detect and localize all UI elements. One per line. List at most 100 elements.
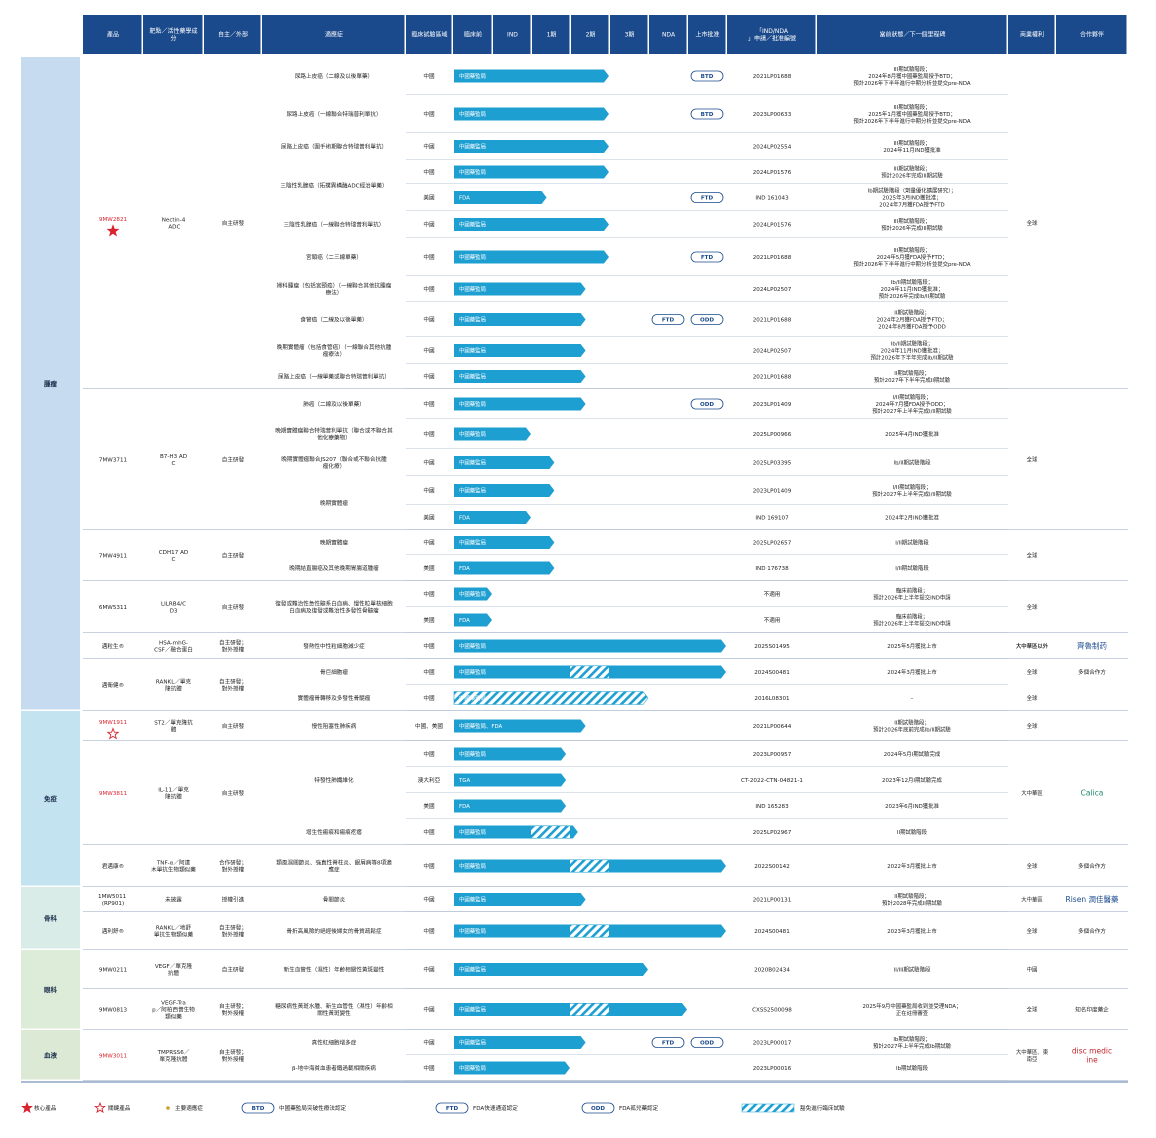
bar-authority-label: 中國藥監局 <box>459 316 486 324</box>
bar-authority-label: 中國藥監局 <box>459 694 486 702</box>
progress-bar <box>454 893 586 906</box>
commercial-rights: 全球 <box>1027 1005 1038 1013</box>
legend-key-star-icon <box>94 1101 106 1114</box>
indication: 發熱性中性粒細胞減少症 <box>303 642 365 650</box>
ftd-badge <box>651 314 685 325</box>
progress-bar <box>454 344 586 357</box>
approval-number: 2023LP01409 <box>753 402 792 408</box>
product-source: 自主研發 <box>222 219 245 227</box>
approval-number: 2021LP01688 <box>753 255 792 261</box>
trial-region: 中國 <box>423 750 435 758</box>
header-label-11: 上市批准 <box>695 31 719 39</box>
approval-number: 2025LP02657 <box>753 541 792 547</box>
product-name: 9MW0813 <box>99 1007 128 1013</box>
header-label-6: IND <box>507 32 518 39</box>
header-cell <box>1056 15 1127 54</box>
progress-bar <box>454 370 586 383</box>
ftd-badge-label: FTD <box>662 318 675 324</box>
approval-number: IND 169107 <box>755 516 789 522</box>
commercial-rights: 全球 <box>1027 551 1038 559</box>
indication: 特發性肺纖維化 <box>314 776 354 784</box>
bar-authority-label: FDA <box>459 566 470 572</box>
indication: 晚期實體瘤聯合特瑞普利單抗（聯合或不聯合其他化療藥物） <box>275 426 393 441</box>
product-target: RANKL／單克隆抗體 <box>156 678 192 692</box>
progress-bar <box>454 397 586 411</box>
approval-number: 2020B02434 <box>754 968 790 974</box>
trial-region: 中國 <box>423 400 435 408</box>
header-label-4: 臨床試驗區域 <box>411 31 447 39</box>
trial-region: 中國 <box>423 221 435 229</box>
product-source: 自主研發；對外授權 <box>219 923 247 938</box>
product-name: 9MW3011 <box>99 1053 128 1059</box>
bar-authority-label: 中國藥監局 <box>459 966 486 974</box>
product-target: TNF-α／阿達木單抗生物類似藥 <box>151 858 196 873</box>
progress-bar-exempt-segment <box>570 860 609 872</box>
legend-label: FDA快速通道認定 <box>473 1104 518 1112</box>
trial-region: 美國 <box>423 514 435 522</box>
approval-number: 2025LP00966 <box>753 432 792 438</box>
progress-bar-exempt-segment <box>570 1003 609 1016</box>
bar-authority-label: 中國藥監局 <box>459 459 486 467</box>
current-status: 2022年3月獲批上市 <box>887 862 937 870</box>
header-cell <box>493 15 531 54</box>
approval-number: 2021LP01688 <box>753 375 792 381</box>
bar-authority-label: 中國藥監局 <box>459 400 486 408</box>
trial-region: 中國 <box>423 828 435 836</box>
commercial-rights: 全球 <box>1027 722 1038 730</box>
trial-region: 中國 <box>423 927 435 935</box>
approval-number: 2023LP00016 <box>753 1066 792 1072</box>
ftd-badge <box>651 1037 685 1048</box>
indication: 三陰性乳腺癌（一線聯合特瑞普利單抗） <box>284 220 385 228</box>
product-name: 6MW5311 <box>99 605 128 611</box>
product-target: ST2／單克隆抗體 <box>154 718 193 733</box>
legend-badge <box>241 1102 275 1114</box>
product-name: 9MW3811 <box>99 791 128 797</box>
indication: 實體瘤骨轉移及多發性骨髓瘤 <box>298 694 371 702</box>
area-band <box>21 950 80 1029</box>
bar-authority-label: FDA <box>459 804 470 810</box>
progress-bar-exempt-segment <box>570 666 609 678</box>
product-source: 自主研發 <box>222 455 245 463</box>
odd-badge-label: ODD <box>700 318 714 324</box>
partner: 齊魯制药 <box>1077 641 1107 651</box>
trial-region: 中國 <box>423 72 435 80</box>
odd-badge-label: ODD <box>700 1041 714 1047</box>
indication: 新生血管性（濕性）年齡相關性黃斑變性 <box>284 965 385 973</box>
current-status: 臨床前階段；預計2026年上半年提交IND申請 <box>873 612 951 627</box>
indication: 肺癌（二線及以後單藥） <box>303 400 365 408</box>
product-source: 自主研發 <box>222 789 245 797</box>
product-target: LILRB4/C D3 <box>161 601 186 614</box>
approval-number: 2016L08301 <box>754 696 790 702</box>
indication: 骨巨細胞瘤 <box>320 668 348 676</box>
legend-main-indication-dot-icon <box>166 1106 170 1110</box>
product-target: B7-H3 AD C <box>160 454 187 467</box>
bar-authority-label: 中國藥監局 <box>459 72 486 80</box>
btd-badge <box>690 70 724 82</box>
partner: 知名印度藥企 <box>1075 1005 1109 1013</box>
progress-bar <box>454 799 567 813</box>
trial-region: 中國 <box>423 430 435 438</box>
product-name: 7MW4911 <box>99 553 128 559</box>
indication: 三陰性乳腺癌（拓撲異構酶ADC經治單藥） <box>280 181 387 189</box>
trial-region: 中國 <box>423 694 435 702</box>
indication: 尿路上皮癌（圍手術期聯合特瑞普利單抗） <box>281 142 387 150</box>
trial-region: 中國 <box>423 316 435 324</box>
commercial-rights: 大中華區 <box>1021 895 1043 903</box>
current-status: Ib期試驗階段；預計2027年上半年完成Ib期試驗 <box>873 1035 952 1050</box>
progress-bar <box>454 1061 570 1075</box>
product-name: 9MW2821 <box>99 217 128 223</box>
progress-bar <box>454 963 648 976</box>
trial-region: 美國 <box>423 564 435 572</box>
approval-number: 2025S01495 <box>754 644 790 650</box>
approval-number: 2022S00142 <box>754 864 790 870</box>
approval-number: CT-2022-CTN-04821-1 <box>741 778 803 784</box>
approval-number: 2024LP02554 <box>753 145 792 151</box>
current-status: Ib期試驗階段 <box>896 1064 929 1072</box>
indication: 糖尿病性黃斑水腫、新生血管性（濕性）年齡相關性黃斑變性 <box>275 1002 393 1017</box>
area-band <box>21 57 80 710</box>
product-source: 自主研發 <box>222 551 245 559</box>
legend-badge-label: FTD <box>446 1106 459 1112</box>
product-target: RANKL／地舒單抗生物類似藥 <box>154 923 194 938</box>
header-cell <box>83 15 142 54</box>
